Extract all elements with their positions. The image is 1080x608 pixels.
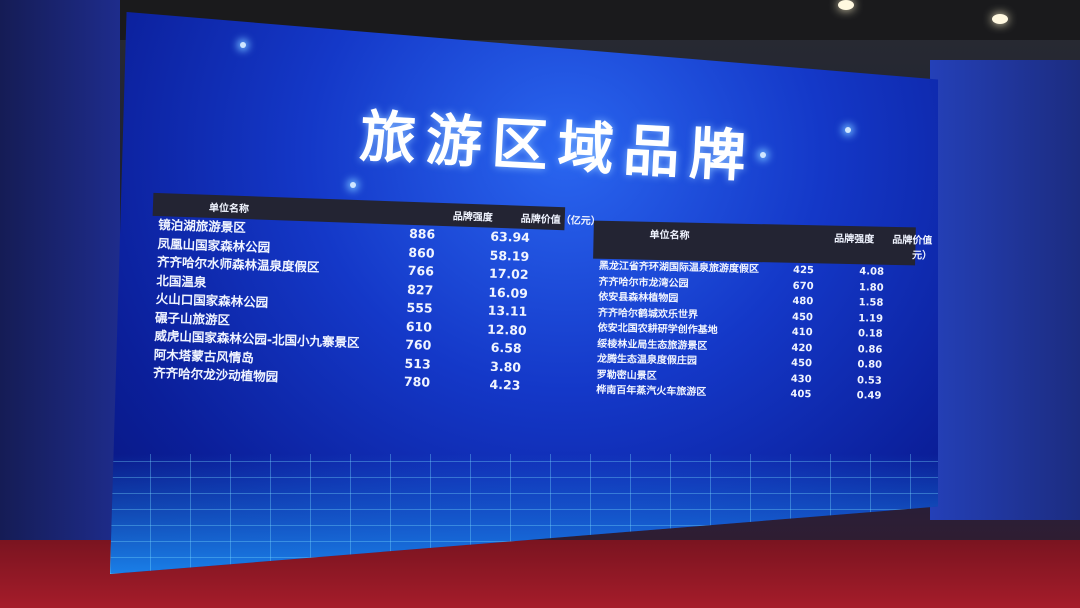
brand-value: 0.80 (857, 359, 883, 371)
column-header: 品牌强度 (452, 211, 493, 224)
sparkle-decoration (845, 127, 851, 133)
brand-value: 0.49 (856, 390, 882, 402)
brand-value: 0.53 (856, 374, 882, 387)
brand-table-right: 单位名称 品牌强度 品牌价值（亿元） 黑龙江省齐环湖国际温泉旅游度假区 425 4.08 齐… (590, 220, 938, 405)
brand-value: 0.18 (857, 328, 883, 340)
sparkle-decoration (760, 152, 766, 158)
brand-strength: 780 (403, 373, 431, 390)
brand-strength: 430 (790, 373, 812, 385)
brand-strength: 670 (792, 280, 814, 292)
brand-value: 4.23 (489, 376, 521, 393)
brand-value: 4.08 (859, 266, 885, 278)
ceiling-lamp (992, 14, 1008, 24)
brand-strength: 410 (791, 326, 813, 339)
column-header: 单位名称 (649, 229, 690, 242)
sparkle-decoration (350, 182, 356, 188)
brand-value: 1.19 (858, 312, 884, 325)
screen-title: 旅游区域品牌 (358, 104, 758, 191)
side-led-wall-right (930, 60, 1080, 520)
led-screen: 旅游区域品牌 单位名称 品牌强度 品牌价值（亿元） 镜泊湖旅游景区 886 63.94 凤凰… (110, 12, 938, 574)
brand-value: 1.80 (858, 281, 884, 294)
ceiling-lamp (838, 0, 854, 10)
brand-strength: 420 (791, 342, 813, 354)
column-header: 品牌强度 (834, 233, 875, 246)
brand-strength: 480 (792, 295, 814, 308)
brand-strength: 450 (790, 357, 813, 370)
side-led-wall-left (0, 0, 120, 585)
brand-strength: 405 (790, 388, 812, 401)
brand-strength: 450 (791, 311, 814, 323)
unit-name: 桦南百年蒸汽火车旅游区 (596, 384, 707, 399)
brand-value: 1.58 (858, 297, 884, 309)
sparkle-decoration (240, 42, 246, 48)
brand-strength: 425 (792, 264, 815, 277)
brand-table-left: 单位名称 品牌强度 品牌价值（亿元） 镜泊湖旅游景区 886 63.94 凤凰山国家森林公园… (147, 192, 601, 397)
brand-value: 0.86 (857, 343, 883, 356)
